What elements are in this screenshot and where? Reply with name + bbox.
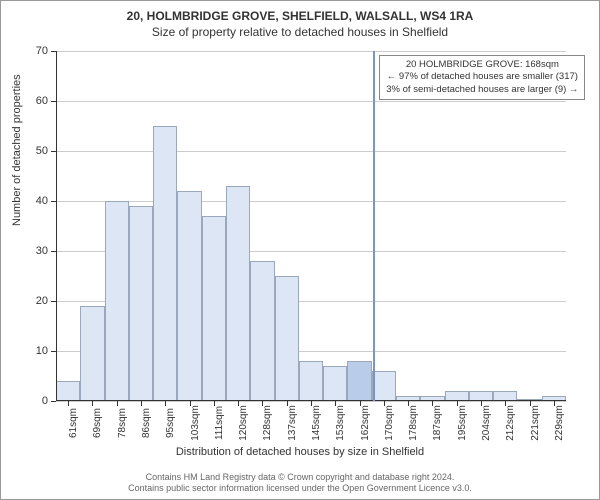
x-tick-mark bbox=[408, 401, 409, 406]
x-tick-label: 162sqm bbox=[360, 405, 371, 441]
x-tick-mark bbox=[165, 401, 166, 406]
histogram-bar bbox=[153, 126, 177, 401]
x-tick-mark bbox=[117, 401, 118, 406]
annotation-line: 20 HOLMBRIDGE GROVE: 168sqm bbox=[386, 59, 578, 71]
x-tick-label: 137sqm bbox=[287, 405, 298, 441]
x-tick-mark bbox=[432, 401, 433, 406]
x-tick-mark bbox=[481, 401, 482, 406]
histogram-bar bbox=[250, 261, 274, 401]
histogram-bar bbox=[202, 216, 226, 401]
page-subtitle: Size of property relative to detached ho… bbox=[1, 23, 599, 39]
histogram-bar bbox=[299, 361, 323, 401]
x-tick-mark bbox=[92, 401, 93, 406]
x-tick-mark bbox=[457, 401, 458, 406]
annotation-line: ← 97% of detached houses are smaller (31… bbox=[386, 71, 578, 83]
x-tick-mark bbox=[311, 401, 312, 406]
x-tick-mark bbox=[360, 401, 361, 406]
chart-area: 01020304050607061sqm69sqm78sqm86sqm95sqm… bbox=[56, 51, 566, 401]
x-tick-label: 95sqm bbox=[165, 408, 176, 438]
x-tick-label: 111sqm bbox=[214, 406, 225, 440]
page-title: 20, HOLMBRIDGE GROVE, SHELFIELD, WALSALL… bbox=[1, 1, 599, 23]
histogram-bar bbox=[347, 361, 371, 401]
footer-line: Contains public sector information licen… bbox=[1, 483, 599, 495]
histogram-bar bbox=[177, 191, 201, 401]
footer-attribution: Contains HM Land Registry data © Crown c… bbox=[1, 472, 599, 495]
x-tick-label: 229sqm bbox=[554, 405, 565, 441]
x-tick-label: 204sqm bbox=[481, 405, 492, 441]
x-tick-label: 221sqm bbox=[530, 405, 541, 441]
x-tick-mark bbox=[335, 401, 336, 406]
histogram-bar bbox=[105, 201, 129, 401]
histogram-bar bbox=[372, 371, 396, 401]
histogram-bar bbox=[56, 381, 80, 401]
histogram-bar bbox=[323, 366, 347, 401]
gridline bbox=[56, 151, 566, 152]
gridline bbox=[56, 51, 566, 52]
marker-line bbox=[373, 51, 375, 401]
annotation-box: 20 HOLMBRIDGE GROVE: 168sqm← 97% of deta… bbox=[379, 55, 585, 100]
x-tick-label: 128sqm bbox=[262, 405, 273, 441]
plot-region: 01020304050607061sqm69sqm78sqm86sqm95sqm… bbox=[56, 51, 566, 401]
x-tick-mark bbox=[287, 401, 288, 406]
x-tick-mark bbox=[262, 401, 263, 406]
x-tick-label: 86sqm bbox=[141, 408, 152, 438]
x-tick-mark bbox=[530, 401, 531, 406]
x-tick-mark bbox=[68, 401, 69, 406]
annotation-line: 3% of semi-detached houses are larger (9… bbox=[386, 84, 578, 96]
x-tick-mark bbox=[384, 401, 385, 406]
x-tick-label: 212sqm bbox=[505, 405, 516, 441]
histogram-bar bbox=[226, 186, 250, 401]
x-axis-label: Distribution of detached houses by size … bbox=[1, 446, 599, 458]
x-tick-mark bbox=[214, 401, 215, 406]
gridline bbox=[56, 101, 566, 102]
x-tick-label: 178sqm bbox=[408, 405, 419, 441]
x-tick-label: 78sqm bbox=[117, 408, 128, 438]
x-tick-mark bbox=[554, 401, 555, 406]
y-axis-label: Number of detached properties bbox=[11, 74, 23, 226]
y-tick-mark bbox=[51, 401, 56, 402]
x-tick-label: 103sqm bbox=[190, 405, 201, 441]
x-tick-label: 195sqm bbox=[457, 405, 468, 441]
x-tick-mark bbox=[505, 401, 506, 406]
x-tick-label: 187sqm bbox=[432, 405, 443, 441]
y-axis-line bbox=[56, 51, 57, 401]
histogram-bar bbox=[129, 206, 153, 401]
x-tick-label: 145sqm bbox=[311, 405, 322, 441]
x-tick-label: 153sqm bbox=[335, 405, 346, 441]
gridline bbox=[56, 201, 566, 202]
x-axis-line bbox=[56, 400, 566, 401]
x-tick-mark bbox=[238, 401, 239, 406]
x-tick-mark bbox=[141, 401, 142, 406]
x-tick-label: 69sqm bbox=[92, 408, 103, 438]
histogram-bar bbox=[275, 276, 299, 401]
x-tick-label: 120sqm bbox=[238, 405, 249, 441]
footer-line: Contains HM Land Registry data © Crown c… bbox=[1, 472, 599, 484]
histogram-bar bbox=[80, 306, 104, 401]
x-tick-mark bbox=[190, 401, 191, 406]
x-tick-label: 170sqm bbox=[384, 405, 395, 441]
x-tick-label: 61sqm bbox=[68, 408, 79, 438]
